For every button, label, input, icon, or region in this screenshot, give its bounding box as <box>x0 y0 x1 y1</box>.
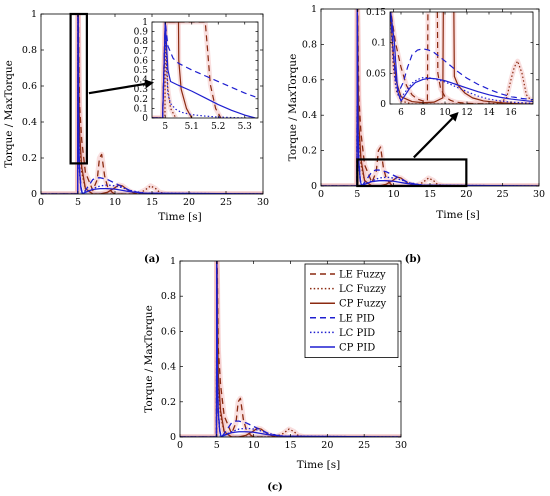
panel-b-inset-xtick-label: 12 <box>461 108 472 118</box>
panel-c-xtick-label: 0 <box>177 440 183 451</box>
panel-b-xtick-label: 25 <box>497 189 509 200</box>
panel-a-xtick-label: 20 <box>183 197 195 208</box>
panel-a-ylabel: Torque / MaxTorque <box>3 60 15 168</box>
panel-b-inset-ytick-label: 0.15 <box>366 8 386 18</box>
panel-c-xtick-label: 10 <box>248 440 260 451</box>
panel-b-xtick-label: 0 <box>318 189 324 200</box>
panel-b-inset-xtick-label: 10 <box>439 108 451 118</box>
panel-a-inset-ytick-label: 1 <box>142 18 148 28</box>
panel-b-ytick-label: 0.2 <box>302 146 317 157</box>
panel-c-panel-label: (c) <box>267 482 283 493</box>
panel-a-xtick-label: 30 <box>257 197 269 208</box>
panel-b-ytick-label: 0.6 <box>302 75 317 86</box>
legend-label-cp-pid: CP PID <box>339 343 375 354</box>
panel-b-inset-xtick-label: 8 <box>420 108 426 118</box>
panel-a-xtick-label: 0 <box>38 197 44 208</box>
panel-b-xtick-label: 10 <box>388 189 400 200</box>
panel-c-xtick-label: 30 <box>395 440 407 451</box>
legend-label-le-fuzzy: LE Fuzzy <box>339 270 386 281</box>
panel-b-xtick-label: 20 <box>460 189 472 200</box>
panel-b-inset-xtick-label: 14 <box>483 108 495 118</box>
panel-a-inset-xtick-label: 5.3 <box>238 122 253 132</box>
panel-c-xtick-label: 20 <box>321 440 333 451</box>
panel-b-panel-label: (b) <box>405 254 421 265</box>
panel-a-ytick-label: 0 <box>31 189 37 200</box>
panel-a-inset: 5 5.1 5.2 5.3 00.10.20.30.40.50.60.70.80.91 <box>134 18 258 132</box>
panel-b-xtick-label: 5 <box>354 189 360 200</box>
panel-a-inset-ytick-label: 0.6 <box>134 56 149 66</box>
panel-b-ytick-label: 0 <box>311 181 317 192</box>
panel-a-inset-ytick-label: 0 <box>142 114 148 124</box>
panel-a-inset-xtick-label: 5 <box>162 122 168 132</box>
panel-a-inset-xtick-label: 5.1 <box>185 122 199 132</box>
panel-b-inset-ytick-label: 0.1 <box>372 39 386 49</box>
panel-b: 0 5 10 15 20 25 30 0 0.2 0.4 0.6 0.8 1 Time [s] Torque… <box>287 4 545 265</box>
panel-b-ylabel: Torque / MaxTorque <box>287 54 299 162</box>
panel-b-xtick-label: 30 <box>533 189 545 200</box>
panel-a-ytick-label: 0.8 <box>22 45 37 56</box>
panel-c-xtick-label: 5 <box>214 440 220 451</box>
panel-b-xlabel: Time [s] <box>436 209 479 221</box>
panel-a-xtick-label: 25 <box>220 197 232 208</box>
panel-a-inset-ytick-label: 0.8 <box>134 37 149 47</box>
legend-label-le-pid: LE PID <box>339 313 375 324</box>
legend: LE Fuzzy LC Fuzzy CP Fuzzy LE PID LC PID CP P… <box>305 264 398 358</box>
panel-a-inset-xtick-label: 5.2 <box>211 122 225 132</box>
panel-b-inset-ytick-label: 0.05 <box>366 69 386 79</box>
panel-c-ytick-label: 1 <box>170 256 176 267</box>
panel-a-ytick-label: 0.4 <box>22 117 37 128</box>
panel-a-inset-ytick-label: 0.2 <box>134 95 148 105</box>
panel-c-ylabel: Torque / MaxTorque <box>143 305 155 413</box>
panel-c-xtick-label: 25 <box>358 440 370 451</box>
panel-b-inset-ytick-label: 0 <box>380 100 386 110</box>
panel-c-ytick-label: 0 <box>170 432 176 443</box>
panel-a-xtick-label: 10 <box>109 197 121 208</box>
legend-label-cp-fuzzy: CP Fuzzy <box>339 299 386 310</box>
panel-b-ytick-label: 0.4 <box>302 110 317 121</box>
panel-b-inset: 6 8 10 12 14 16 0 0.05 0.1 0.15 <box>366 6 533 118</box>
panel-a-panel-label: (a) <box>144 254 160 265</box>
panel-b-xtick-label: 15 <box>424 189 436 200</box>
panel-a-ytick-label: 0.2 <box>22 153 37 164</box>
legend-label-lc-pid: LC PID <box>339 328 375 339</box>
panel-c-ytick-label: 0.4 <box>161 362 176 373</box>
panel-c-xtick-label: 15 <box>284 440 296 451</box>
panel-a-inset-ytick-label: 0.9 <box>134 28 149 38</box>
panel-a-xtick-label: 5 <box>75 197 81 208</box>
panel-a-ytick-label: 1 <box>31 9 37 20</box>
panel-a-xlabel: Time [s] <box>158 211 201 223</box>
panel-b-ytick-label: 0.8 <box>302 39 317 50</box>
panel-a-ytick-label: 0.6 <box>22 81 37 92</box>
legend-label-lc-fuzzy: LC Fuzzy <box>339 284 386 295</box>
panel-c-ytick-label: 0.8 <box>161 291 176 302</box>
panel-a-xtick-label: 15 <box>146 197 158 208</box>
panel-a-inset-ytick-label: 0.1 <box>134 104 148 114</box>
panel-b-inset-xtick-label: 6 <box>398 108 404 118</box>
panel-a-inset-ytick-label: 0.7 <box>134 47 149 57</box>
panel-a-inset-ytick-label: 0.5 <box>134 66 149 76</box>
panel-c-ytick-label: 0.6 <box>161 326 176 337</box>
panel-b-inset-xtick-label: 16 <box>505 108 517 118</box>
panel-b-ytick-label: 1 <box>311 4 317 15</box>
panel-c-ytick-label: 0.2 <box>161 397 176 408</box>
panel-c-xlabel: Time [s] <box>297 459 340 471</box>
